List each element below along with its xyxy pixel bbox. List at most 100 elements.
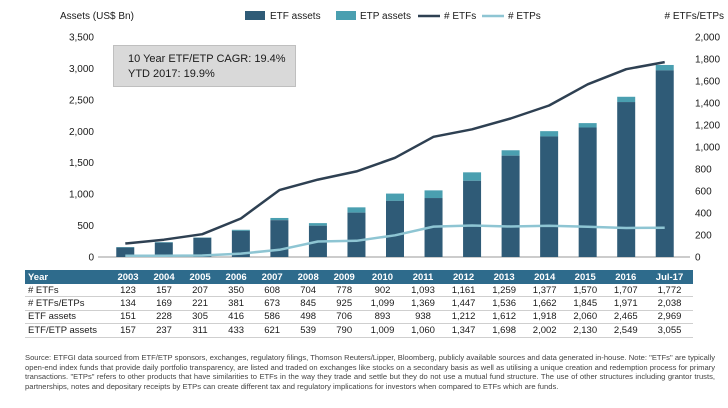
y-tick-left-label: 1,000 (69, 190, 94, 201)
table-year-cell: 2004 (146, 270, 183, 284)
legend-label-etp-assets: ETP assets (360, 11, 411, 22)
table-cell: 123 (110, 284, 147, 298)
table-cell: 498 (290, 310, 327, 325)
table-cell: 433 (218, 323, 255, 338)
y-tick-right-label: 1,800 (695, 55, 720, 66)
table-year-cell: 2006 (218, 270, 255, 284)
table-cell: 1,698 (483, 323, 525, 338)
bar-etf-assets (231, 230, 250, 257)
table-cell: 1,259 (483, 284, 525, 298)
table-cell: 157 (146, 284, 183, 298)
table-cell: 790 (326, 323, 363, 338)
cagr-callout: 10 Year ETF/ETP CAGR: 19.4% YTD 2017: 19… (113, 45, 296, 87)
table-row-label: # ETFs/ETPs (25, 296, 110, 311)
line-etfs (125, 60, 665, 245)
y-tick-left-label: 3,000 (69, 64, 94, 75)
table-row-label: ETF assets (25, 310, 110, 325)
legend-item-etps-line: # ETPs (482, 11, 541, 22)
table-cell: 1,093 (402, 284, 444, 298)
table-cell: 2,038 (646, 296, 693, 311)
table-cell: 1,377 (524, 284, 565, 298)
bar-etf-assets (578, 127, 597, 257)
table-cell: 2,549 (605, 323, 647, 338)
table-cell: 902 (362, 284, 403, 298)
y-axis-right-label: # ETFs/ETPs (665, 11, 724, 22)
line-etps (125, 224, 665, 258)
table-cell: 228 (146, 310, 183, 325)
bar-etf-assets (193, 237, 212, 257)
table-cell: 2,465 (605, 310, 647, 325)
table-row: # ETFs 123 157 207 350 608 704 778 902 1,093 1,161… (25, 284, 693, 298)
y-tick-right-label: 1,000 (695, 143, 720, 154)
y-tick-left-label: 2,500 (69, 95, 94, 106)
bar-etf-assets (116, 247, 135, 257)
table-cell: 893 (362, 310, 403, 325)
y-tick-right-label: 600 (695, 187, 712, 198)
table-year-cell: 2003 (110, 270, 147, 284)
bar-etp-assets (655, 64, 674, 71)
legend-item-etp-assets: ETP assets (336, 11, 411, 22)
table-cell: 134 (110, 296, 147, 311)
table-cell: 237 (146, 323, 183, 338)
table-cell: 1,612 (483, 310, 525, 325)
table-cell: 2,060 (564, 310, 606, 325)
table-row-label: # ETFs (25, 284, 110, 298)
table-cell: 778 (326, 284, 363, 298)
bar-etf-assets (617, 102, 636, 257)
y-tick-right-label: 200 (695, 231, 712, 242)
table-cell: 157 (110, 323, 147, 338)
table-cell: 151 (110, 310, 147, 325)
table-year-cell: 2016 (605, 270, 647, 284)
table-cell: 2,969 (646, 310, 693, 325)
table-year-cell: 2011 (402, 270, 444, 284)
table-cell: 1,447 (443, 296, 484, 311)
table-cell: 1,161 (443, 284, 484, 298)
y-tick-right-label: 2,000 (695, 33, 720, 44)
bars (116, 64, 674, 258)
table-row: ETF assets 151 228 305 416 586 498 706 893 938 1,2… (25, 310, 693, 325)
table-year-cell: 2009 (326, 270, 363, 284)
table-cell: 706 (326, 310, 363, 325)
legend-swatch-etf-assets (245, 11, 265, 20)
table-cell: 1,369 (402, 296, 444, 311)
y-tick-right-label: 1,200 (695, 121, 720, 132)
bar-etp-assets (308, 223, 327, 226)
bar-etp-assets (501, 150, 520, 156)
cagr-ytd: YTD 2017: 19.9% (128, 68, 215, 80)
table-cell: 845 (290, 296, 327, 311)
bar-etp-assets (578, 123, 597, 128)
y-tick-left-label: 2,000 (69, 127, 94, 138)
bar-etp-assets (231, 229, 250, 231)
bar-etf-assets (501, 155, 520, 257)
table-cell: 925 (326, 296, 363, 311)
table-header-year: Year (25, 270, 110, 284)
y-tick-left-label: 500 (77, 221, 94, 232)
table-row: ETF/ETP assets 157 237 311 433 621 539 790 1,009… (25, 323, 693, 338)
table-cell: 1,662 (524, 296, 565, 311)
table-cell: 1,918 (524, 310, 565, 325)
legend-item-etfs-line: # ETFs (418, 11, 476, 22)
cagr-10-year: 10 Year ETF/ETP CAGR: 19.4% (128, 53, 286, 65)
legend-swatch-etp-assets (336, 11, 356, 20)
y-tick-right-label: 1,600 (695, 77, 720, 88)
table-cell: 2,002 (524, 323, 565, 338)
table-cell: 673 (254, 296, 291, 311)
source-note: Source: ETFGI data sourced from ETF/ETP … (25, 353, 715, 391)
bar-etp-assets (386, 193, 404, 201)
y-tick-left-label: 0 (88, 253, 94, 264)
table-cell: 381 (218, 296, 255, 311)
table-row-label: ETF/ETP assets (25, 323, 110, 338)
bar-etf-assets (655, 70, 674, 258)
legend: ETF assets ETP assets # ETFs # ETPs (245, 11, 541, 22)
table-cell: 539 (290, 323, 327, 338)
y-axis-left-label: Assets (US$ Bn) (60, 11, 134, 22)
table-row: # ETFs/ETPs 134 169 221 381 673 845 925 1,099 1,3… (25, 296, 693, 311)
y-tick-right-label: 400 (695, 209, 712, 220)
bar-etf-assets (463, 180, 482, 257)
table-year-cell: 2014 (524, 270, 565, 284)
y-tick-right-label: 1,400 (695, 99, 720, 110)
y-tick-left-label: 1,500 (69, 158, 94, 169)
table-cell: 1,707 (605, 284, 647, 298)
table-cell: 169 (146, 296, 183, 311)
table-cell: 1,570 (564, 284, 606, 298)
